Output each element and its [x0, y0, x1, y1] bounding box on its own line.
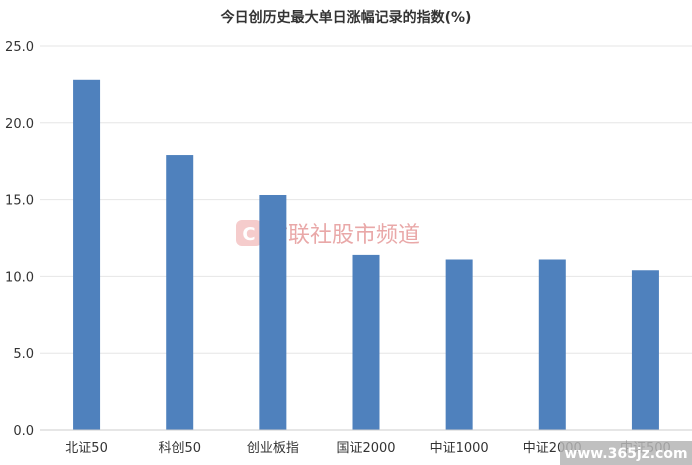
- y-axis-ticks: 0.0 5.0 10.0 15.0 20.0 25.0: [5, 40, 34, 439]
- y-tick-label: 25.0: [5, 40, 34, 55]
- x-category-label: 中证1000: [430, 441, 489, 456]
- y-tick-label: 20.0: [5, 117, 34, 132]
- y-tick-label: 5.0: [13, 347, 34, 362]
- watermark-url-text: www.365jz.com: [564, 446, 687, 462]
- bar: [445, 259, 473, 430]
- x-category-label: 科创50: [158, 441, 201, 456]
- watermark-url: www.365jz.com: [560, 441, 692, 465]
- watermark-logo-icon: [236, 220, 262, 246]
- bar: [631, 270, 659, 430]
- x-category-label: 北证50: [65, 441, 108, 456]
- y-tick-label: 10.0: [5, 270, 34, 285]
- y-tick-label: 15.0: [5, 194, 34, 209]
- x-category-label: 国证2000: [336, 441, 395, 456]
- bar: [166, 155, 194, 430]
- watermark-logo-letter: C: [242, 224, 255, 245]
- bar: [352, 254, 380, 430]
- bar: [538, 259, 566, 430]
- bar: [259, 194, 287, 430]
- grid-lines: [40, 45, 692, 354]
- x-category-label: 创业板指: [247, 441, 299, 456]
- watermark: C 财联社股市频道: [236, 220, 420, 248]
- y-tick-label: 0.0: [13, 424, 34, 439]
- chart-title: 今日创历史最大单日涨幅记录的指数(%): [220, 9, 472, 26]
- bars: [73, 79, 659, 431]
- bar: [73, 79, 101, 431]
- watermark-text: 财联社股市频道: [266, 223, 420, 248]
